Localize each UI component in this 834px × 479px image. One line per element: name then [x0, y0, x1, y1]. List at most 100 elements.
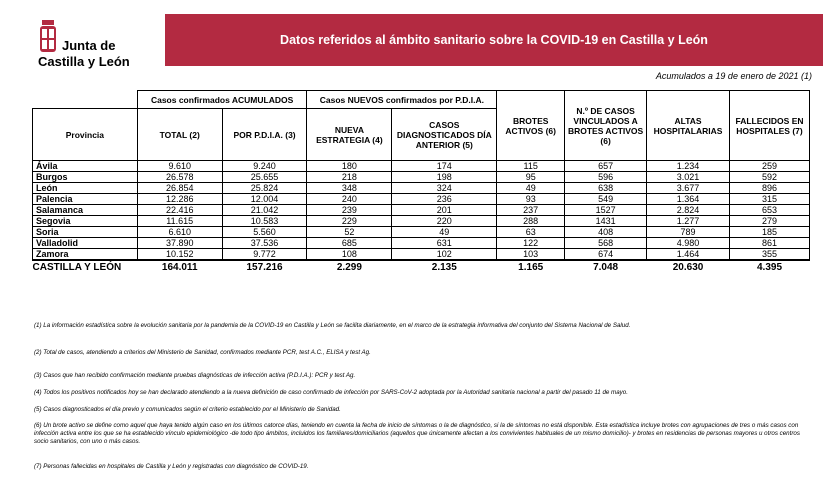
- value-cell: 896: [729, 182, 810, 194]
- total-row: CASTILLA Y LEÓN 164.011 157.216 2.299 2.135 1…: [32, 259, 810, 275]
- table-row: Burgos 26.578 25.655 218 198 95 596 3.021 592: [32, 171, 810, 183]
- value-cell: 1431: [564, 215, 648, 227]
- value-cell: 218: [306, 171, 393, 183]
- value-cell: 198: [391, 171, 498, 183]
- table-row: León 26.854 25.824 348 324 49 638 3.677 896: [32, 182, 810, 194]
- table-row: Soria 6.610 5.560 52 49 63 408 789 185: [32, 226, 810, 238]
- date-note: Acumulados a 19 de enero de 2021 (1): [655, 71, 812, 81]
- table-row: Segovia 11.615 10.583 229 220 288 1431 1.277 279: [32, 215, 810, 227]
- table-row: Valladolid 37.890 37.536 685 631 122 568 4.980 8…: [32, 237, 810, 249]
- value-cell: 3.677: [646, 182, 731, 194]
- value-cell: 631: [391, 237, 498, 249]
- province-cell: Ávila: [32, 160, 138, 172]
- value-cell: 1.464: [646, 248, 731, 261]
- value-cell: 239: [306, 204, 393, 216]
- value-cell: 37.536: [221, 237, 308, 249]
- value-cell: 95: [496, 171, 566, 183]
- province-cell: Soria: [32, 226, 138, 238]
- value-cell: 1.277: [646, 215, 731, 227]
- col-header-provincia: Provincia: [32, 108, 138, 161]
- value-cell: 10.152: [136, 248, 223, 261]
- value-cell: 9.610: [136, 160, 223, 172]
- value-cell: 348: [306, 182, 393, 194]
- footnote: (2) Total de casos, atendiendo a criteri…: [34, 349, 371, 356]
- value-cell: 49: [391, 226, 498, 238]
- footnote: (1) La información estadística sobre la …: [34, 322, 631, 329]
- value-cell: 324: [391, 182, 498, 194]
- logo-text-line1: Junta de: [62, 38, 116, 53]
- province-cell: Zamora: [32, 248, 138, 261]
- value-cell: 9.240: [221, 160, 308, 172]
- value-cell: 596: [564, 171, 648, 183]
- value-cell: 22.416: [136, 204, 223, 216]
- province-cell: Palencia: [32, 193, 138, 205]
- table-row: Salamanca 22.416 21.042 239 201 237 1527 2.824 6…: [32, 204, 810, 216]
- value-cell: 103: [496, 248, 566, 261]
- value-cell: 26.854: [136, 182, 223, 194]
- table-row: Palencia 12.286 12.004 240 236 93 549 1.364 315: [32, 193, 810, 205]
- value-cell: 26.578: [136, 171, 223, 183]
- total-value: 164.011: [137, 259, 223, 275]
- value-cell: 174: [391, 160, 498, 172]
- province-cell: Salamanca: [32, 204, 138, 216]
- col-header-total: TOTAL (2): [136, 108, 223, 161]
- value-cell: 10.583: [221, 215, 308, 227]
- coat-of-arms-icon: [40, 20, 56, 52]
- value-cell: 240: [306, 193, 393, 205]
- value-cell: 220: [391, 215, 498, 227]
- value-cell: 288: [496, 215, 566, 227]
- value-cell: 408: [564, 226, 648, 238]
- value-cell: 657: [564, 160, 648, 172]
- covid-data-table: Casos confirmados ACUMULADOS Casos NUEVO…: [32, 90, 810, 275]
- col-header-diagnosticados: CASOS DIAGNOSTICADOS DÍA ANTERIOR (5): [391, 108, 498, 161]
- value-cell: 102: [391, 248, 498, 261]
- table-row: Ávila 9.610 9.240 180 174 115 657 1.234 259: [32, 160, 810, 172]
- value-cell: 5.560: [221, 226, 308, 238]
- col-header-nueva: NUEVA ESTRATEGIA (4): [306, 108, 393, 161]
- value-cell: 122: [496, 237, 566, 249]
- province-cell: Burgos: [32, 171, 138, 183]
- col-header-altas: ALTAS HOSPITALARIAS: [646, 90, 731, 161]
- footnote: (6) Un brote activo se define como aquel…: [34, 422, 800, 445]
- value-cell: 9.772: [221, 248, 308, 261]
- value-cell: 3.021: [646, 171, 731, 183]
- total-value: 7.048: [564, 259, 647, 275]
- value-cell: 315: [729, 193, 810, 205]
- footnote: (3) Casos que han recibido confirmación …: [34, 372, 356, 379]
- value-cell: 21.042: [221, 204, 308, 216]
- province-cell: Valladolid: [32, 237, 138, 249]
- total-value: 2.299: [306, 259, 392, 275]
- col-header-fallecidos: FALLECIDOS EN HOSPITALES (7): [729, 90, 810, 161]
- value-cell: 1.364: [646, 193, 731, 205]
- value-cell: 237: [496, 204, 566, 216]
- province-cell: León: [32, 182, 138, 194]
- total-label: CASTILLA Y LEÓN: [32, 259, 138, 275]
- header-spacer: [33, 91, 138, 109]
- value-cell: 355: [729, 248, 810, 261]
- value-cell: 236: [391, 193, 498, 205]
- col-header-brotes: BROTES ACTIVOS (6): [496, 90, 566, 161]
- value-cell: 653: [729, 204, 810, 216]
- value-cell: 12.004: [221, 193, 308, 205]
- value-cell: 674: [564, 248, 648, 261]
- group-header-acumulados: Casos confirmados ACUMULADOS: [136, 90, 308, 109]
- col-header-vinculados: N.º DE CASOS VINCULADOS A BROTES ACTIVOS…: [564, 90, 648, 161]
- value-cell: 12.286: [136, 193, 223, 205]
- value-cell: 6.610: [136, 226, 223, 238]
- value-cell: 4.980: [646, 237, 731, 249]
- value-cell: 49: [496, 182, 566, 194]
- footnote: (7) Personas fallecidas en hospitales de…: [34, 463, 309, 470]
- value-cell: 685: [306, 237, 393, 249]
- col-header-pdia: POR P.D.I.A. (3): [221, 108, 308, 161]
- value-cell: 549: [564, 193, 648, 205]
- value-cell: 180: [306, 160, 393, 172]
- value-cell: 1.234: [646, 160, 731, 172]
- junta-logo: Junta de Castilla y León: [38, 18, 138, 69]
- value-cell: 93: [496, 193, 566, 205]
- footnote: (5) Casos diagnosticados el día previo y…: [34, 406, 341, 413]
- value-cell: 108: [306, 248, 393, 261]
- group-header-nuevos: Casos NUEVOS confirmados por P.D.I.A.: [306, 90, 498, 109]
- value-cell: 11.615: [136, 215, 223, 227]
- value-cell: 185: [729, 226, 810, 238]
- table-row: Zamora 10.152 9.772 108 102 103 674 1.464 355: [32, 248, 810, 261]
